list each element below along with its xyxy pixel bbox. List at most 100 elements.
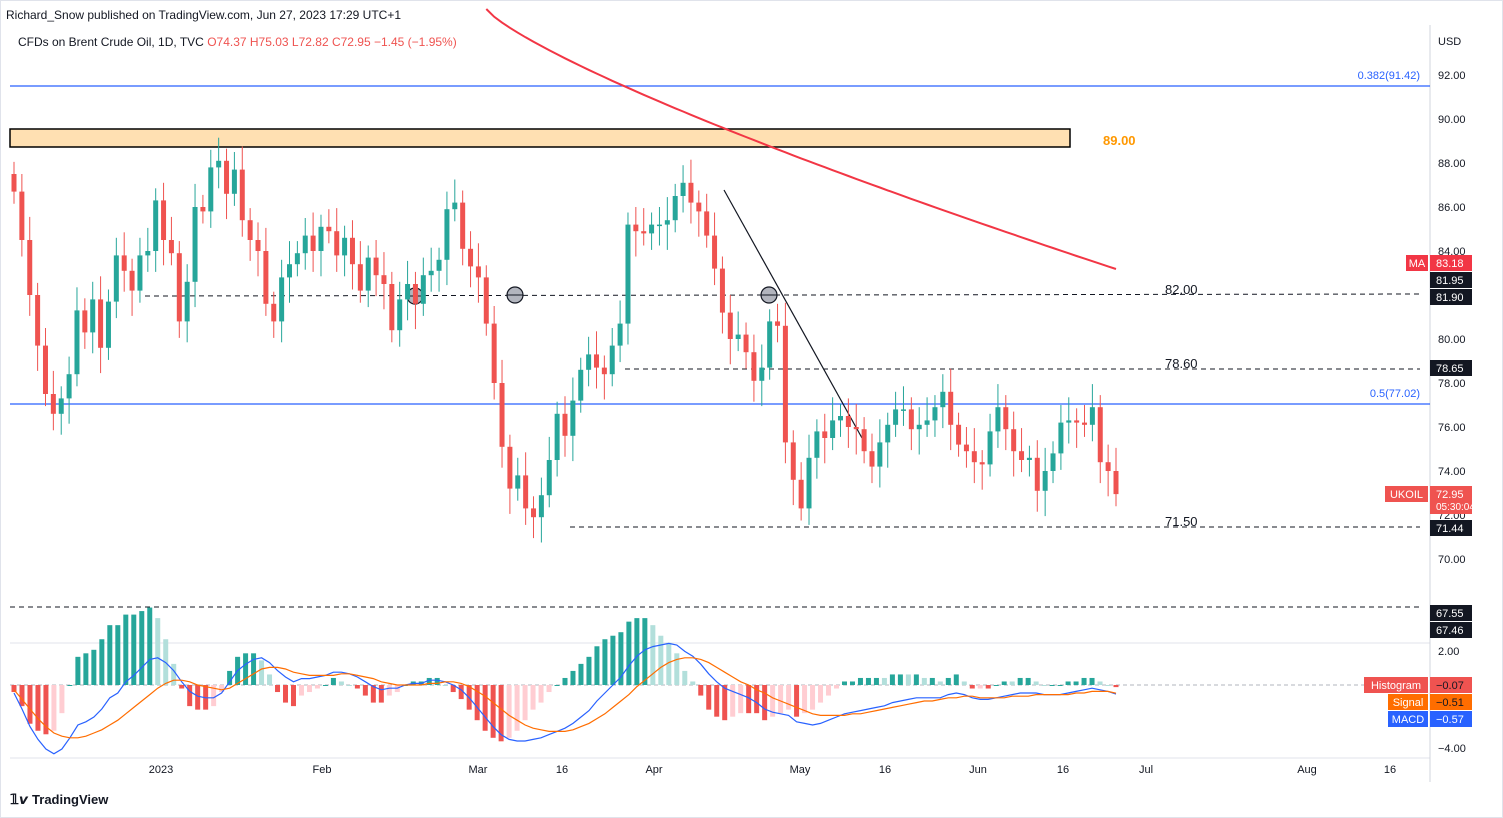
moving-average-line[interactable] xyxy=(485,8,1117,270)
macd-tick-top: 2.00 xyxy=(1438,646,1459,658)
candle-body xyxy=(271,303,277,322)
histogram-bar xyxy=(602,639,608,685)
candle-body xyxy=(735,334,741,339)
histogram-bar xyxy=(330,677,336,685)
histogram-bar xyxy=(786,685,792,710)
price-label-box xyxy=(1430,605,1472,621)
candle-body xyxy=(145,251,151,256)
histogram-bar xyxy=(51,685,57,731)
candle-body xyxy=(641,231,647,234)
candle-body xyxy=(515,475,521,489)
candle-body xyxy=(822,431,828,438)
histogram-bar xyxy=(227,670,233,685)
candle-body xyxy=(357,264,363,291)
trendline[interactable] xyxy=(723,189,863,439)
histogram-bar xyxy=(586,656,592,685)
histogram-bar xyxy=(921,677,927,685)
candle-body xyxy=(814,431,820,458)
histogram-bar xyxy=(35,685,41,731)
candle-body xyxy=(924,420,930,425)
macd-badge xyxy=(1388,711,1428,727)
candle-body xyxy=(373,257,379,276)
price-label-name: UKOIL xyxy=(1390,489,1423,501)
histogram-bar xyxy=(27,685,33,724)
macd-line[interactable] xyxy=(13,642,1117,755)
candle-body xyxy=(342,237,348,256)
candle-body xyxy=(727,312,733,339)
candle-body xyxy=(349,237,355,265)
histogram-bar xyxy=(298,685,304,696)
candle-body xyxy=(405,284,411,300)
histogram-bar xyxy=(714,685,720,717)
price-label-countdown: 05:30:04 xyxy=(1436,502,1475,513)
candle-body xyxy=(334,231,340,256)
signal-value-box xyxy=(1430,694,1472,710)
histogram-bar xyxy=(937,681,943,685)
histogram-bar xyxy=(1089,677,1095,685)
candle-body xyxy=(767,321,773,368)
histogram-bar xyxy=(259,660,265,685)
candle-body xyxy=(956,424,962,445)
candle-body xyxy=(593,354,599,368)
candle-body xyxy=(963,444,969,452)
candle-body xyxy=(216,160,222,168)
candle-body xyxy=(806,457,812,509)
signal-badge-label: Signal xyxy=(1393,697,1424,709)
footer-brand-label: TradingView xyxy=(32,792,109,807)
histogram-bar xyxy=(386,685,392,696)
candle-body xyxy=(743,334,749,353)
fib-0382-label: 0.382(91.42) xyxy=(1358,70,1420,82)
price-label-box xyxy=(1430,360,1472,376)
price-label-value: 72.95 xyxy=(1436,489,1464,501)
price-label-value: 83.18 xyxy=(1436,258,1464,270)
candle-body xyxy=(830,420,836,438)
candle-body xyxy=(224,160,230,194)
candle-body xyxy=(1082,422,1088,425)
candle-body xyxy=(586,354,592,370)
candle-body xyxy=(121,255,127,271)
price-tick: 92.00 xyxy=(1438,70,1466,82)
candle-body xyxy=(184,281,190,322)
histogram-bar xyxy=(642,618,648,685)
histogram-bar xyxy=(290,685,296,707)
publisher-caption: Richard_Snow published on TradingView.co… xyxy=(6,8,402,22)
time-tick: Apr xyxy=(645,764,662,776)
candle-body xyxy=(105,301,111,348)
candle-body xyxy=(42,345,48,394)
level-82-line[interactable] xyxy=(144,293,1421,297)
macd-histogram xyxy=(11,607,1119,742)
time-tick: Feb xyxy=(313,764,332,776)
histogram-bar xyxy=(849,681,855,685)
histogram-bar xyxy=(754,685,760,714)
histogram-bar xyxy=(267,674,273,685)
histogram-bar xyxy=(283,685,289,703)
candle-body xyxy=(900,409,906,411)
price-label-value: 81.90 xyxy=(1436,292,1464,304)
candle-body xyxy=(381,275,387,284)
histogram-value-box xyxy=(1430,677,1472,693)
signal-line[interactable] xyxy=(13,657,1117,739)
candle-body xyxy=(460,202,466,249)
histogram-bar xyxy=(458,685,464,700)
histogram-bar xyxy=(794,685,800,717)
symbol-legend[interactable]: CFDs on Brent Crude Oil, 1D, TVC O74.37 … xyxy=(18,35,457,49)
price-tick: 76.00 xyxy=(1438,422,1466,434)
time-axis[interactable]: 2023 Feb Mar 16 Apr May 16 Jun 16 Jul Aug 16 xyxy=(149,764,1396,776)
histogram-bar xyxy=(1113,685,1119,688)
histogram-bar xyxy=(139,611,145,685)
candle-body xyxy=(279,277,285,322)
candle-body xyxy=(523,475,529,509)
histogram-bar xyxy=(530,685,536,710)
candle-body xyxy=(782,325,788,443)
resistance-zone[interactable] xyxy=(9,128,1071,148)
footer-brand[interactable]: 𝟙𝙫 TradingView xyxy=(10,791,108,808)
candle-body xyxy=(452,202,458,210)
candle-body xyxy=(365,257,371,291)
candle-body xyxy=(719,268,725,313)
histogram-bar xyxy=(706,685,712,710)
price-label-box xyxy=(1430,289,1472,305)
candle-body xyxy=(113,255,119,302)
histogram-bar xyxy=(275,685,281,693)
time-tick: 16 xyxy=(879,764,891,776)
